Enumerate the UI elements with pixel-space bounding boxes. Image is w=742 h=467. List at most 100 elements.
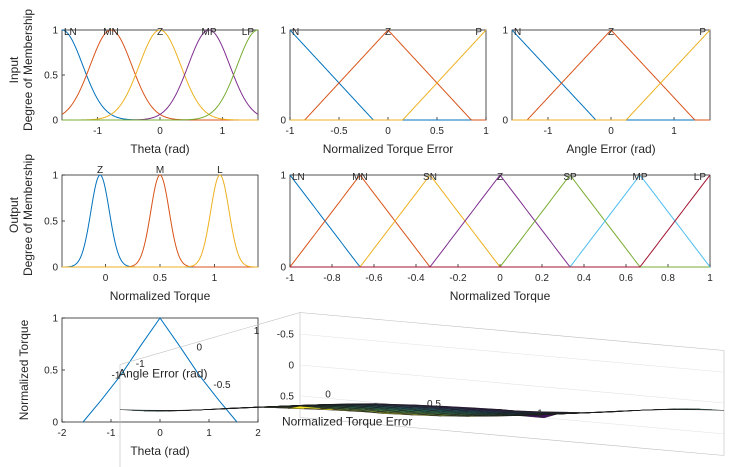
mf-label-z: Z <box>97 165 103 176</box>
y-tick-label: 0.5 <box>44 366 58 377</box>
plot-area <box>289 29 487 121</box>
x-axis-label: Normalized Torque <box>450 289 551 303</box>
series-lines <box>290 174 710 268</box>
series-line-z <box>290 29 486 121</box>
z-grid-line <box>299 333 725 373</box>
surface-x-tick-label: 0 <box>325 390 331 401</box>
mf-label-z: Z <box>608 27 614 38</box>
series-line-lp <box>62 29 258 121</box>
surface-x-axis-label: Normalized Torque Error <box>282 414 413 428</box>
x-tick-label: 0 <box>497 273 503 284</box>
x-tick-label: -1 <box>93 126 102 137</box>
plot-area <box>61 174 259 268</box>
surface-box-edge <box>299 312 725 351</box>
x-axis-label: Theta (rad) <box>130 142 189 156</box>
series-line-lp <box>290 174 710 268</box>
series-line-l <box>62 174 258 268</box>
chart-out-norm-torque: -1 -0.8 -0.6 -0.4 -0.2 0 0.2 0.4 0.6 0.8 1 0 1 Normal… <box>280 171 713 304</box>
plot-area <box>511 29 711 121</box>
series-line-output <box>82 317 238 423</box>
surface-x-tick-label: 1 <box>537 409 543 420</box>
x-tick-label: -1 <box>286 126 295 137</box>
x-tick-label: 1 <box>671 126 677 137</box>
mf-label-m: M <box>156 165 164 176</box>
x-tick-label: -0.8 <box>323 273 341 284</box>
mf-label-p: P <box>699 27 706 38</box>
mf-label-mn: MN <box>352 172 368 183</box>
y-tick-label: 0 <box>52 116 58 127</box>
surface-x-tick-label: -1 <box>112 371 121 382</box>
x-tick-label: 0.2 <box>535 273 549 284</box>
x-tick-label: 0 <box>157 428 163 439</box>
mf-label-mn: MN <box>103 27 119 38</box>
chart-torque-error: -1 -0.5 0 0.5 1 0 1 Normalized Torque Error N Z P <box>280 26 489 157</box>
x-tick-label: 0.5 <box>430 126 444 137</box>
y-tick-label: 1 <box>502 26 508 37</box>
mf-label-n: N <box>292 27 299 38</box>
row-label-input-line2: Degree of Membership <box>21 9 35 131</box>
y-tick-label: 1 <box>52 314 58 325</box>
x-tick-label: 0 <box>608 126 614 137</box>
x-tick-label: 0.4 <box>577 273 591 284</box>
z-tick-label: 0.5 <box>280 391 294 402</box>
mf-label-ln: LN <box>64 27 77 38</box>
x-axis-label: Theta (rad) <box>130 444 189 458</box>
surface-y-tick-label: 0 <box>196 343 202 354</box>
row-label-output: Output Degree of Membership <box>7 154 35 276</box>
surface-box-edge <box>299 417 725 456</box>
mf-label-lp: LP <box>694 172 707 183</box>
x-tick-label: 1 <box>212 273 218 284</box>
mf-label-z: Z <box>385 27 391 38</box>
series-line-z <box>512 29 710 121</box>
mf-label-p: P <box>475 27 482 38</box>
mf-label-mp: MP <box>633 172 648 183</box>
y-tick-label: 0 <box>280 263 286 274</box>
series-lines <box>82 317 238 423</box>
series-lines <box>62 174 258 268</box>
x-tick-label: 0.5 <box>153 273 167 284</box>
x-tick-label: 1 <box>206 428 212 439</box>
x-tick-label: -0.2 <box>449 273 467 284</box>
surface-y-tick-label: 1 <box>254 326 260 337</box>
x-tick-label: 1 <box>707 273 713 284</box>
plot-area <box>61 317 259 423</box>
y-tick-label: 0 <box>502 116 508 127</box>
x-tick-label: 0.8 <box>661 273 675 284</box>
series-lines <box>512 29 710 121</box>
x-tick-label: 0 <box>103 273 109 284</box>
surface-mesh <box>119 403 725 419</box>
z-tick-label: -0.5 <box>277 330 295 341</box>
chart-surface: -0.5 0 0.5 -1 -0.5 0 0.5 1 -1 0 1 Normalized Torque… <box>112 312 725 467</box>
series-line-p <box>512 29 710 121</box>
row-label-output-line1: Output <box>7 196 21 233</box>
row-label-input-line1: Input <box>7 56 21 83</box>
y-tick-label: 1 <box>52 26 58 37</box>
x-tick-label: 1 <box>483 126 489 137</box>
y-tick-label: 0.5 <box>44 217 58 228</box>
mf-label-z: Z <box>497 172 503 183</box>
x-tick-label: -0.6 <box>365 273 383 284</box>
y-tick-label: 0 <box>52 418 58 429</box>
row-label-output-line2: Degree of Membership <box>21 154 35 276</box>
mf-label-n: N <box>514 27 521 38</box>
mf-label-l: L <box>217 165 223 176</box>
x-tick-label: -1 <box>286 273 295 284</box>
x-tick-label: 0.6 <box>619 273 633 284</box>
mf-label-ln: LN <box>292 172 305 183</box>
y-tick-label: 0 <box>52 263 58 274</box>
x-tick-label: 2 <box>255 428 261 439</box>
surface-box-edge <box>119 312 301 365</box>
x-tick-label: -1 <box>544 126 553 137</box>
z-grid-line <box>299 364 725 404</box>
chart-theta: -1 0 1 0 0.5 1 Theta (rad) LN MN Z MP LP <box>44 26 259 156</box>
x-tick-label: -1 <box>107 428 116 439</box>
y-tick-label: 1 <box>280 171 286 182</box>
x-axis-label: Angle Error (rad) <box>566 142 655 156</box>
x-axis-label: Normalized Torque <box>110 289 211 303</box>
x-tick-label: 1 <box>220 126 226 137</box>
surface-y-axis-label: Angle Error (rad) <box>118 366 207 380</box>
y-tick-label: 1 <box>280 26 286 37</box>
